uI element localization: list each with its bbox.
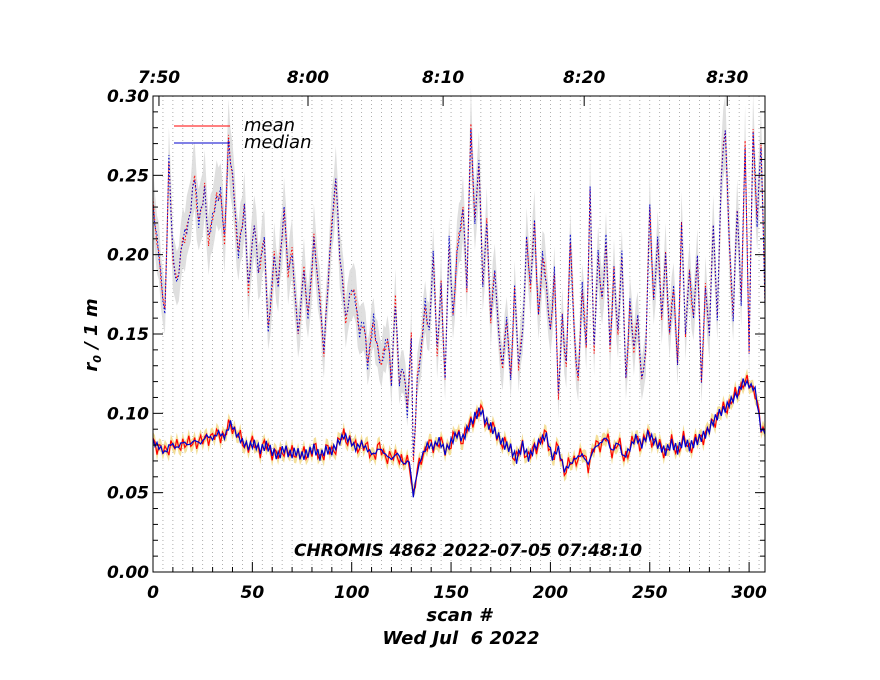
top-time-label: 7:50: [138, 68, 180, 88]
upper-mean-line: [152, 123, 766, 463]
legend-median-label: median: [244, 132, 311, 153]
y-tick-label: 0.20: [107, 246, 149, 266]
lower-mean-line: [152, 374, 766, 493]
y-axis-title-main: r: [81, 362, 102, 372]
y-tick-label: 0.15: [107, 325, 149, 345]
top-time-label: 8:10: [422, 68, 464, 88]
y-axis-title-unit: / 1 m: [81, 298, 102, 355]
y-tick-label: 0.00: [107, 563, 149, 583]
x-tick-label: 200: [533, 583, 569, 603]
upper-median-line: [152, 129, 766, 457]
y-axis-title-subscript: 0: [91, 355, 104, 363]
lower-median-line: [152, 378, 766, 498]
grid-lines: [152, 96, 760, 572]
x-tick-label: 50: [241, 583, 265, 603]
y-tick-label: 0.05: [107, 484, 149, 504]
y-tick-label: 0.25: [107, 166, 149, 186]
date-label: Wed Jul 6 2022: [382, 628, 539, 649]
x-axis-title: scan #: [426, 605, 494, 626]
upper-uncertainty-band: [153, 87, 765, 479]
y-axis-title: r0 / 1 m: [81, 298, 104, 371]
top-time-label: 8:30: [706, 68, 748, 88]
x-tick-label: 300: [731, 583, 767, 603]
plot-frame: [152, 95, 766, 573]
y-tick-label: 0.30: [107, 87, 149, 107]
legend-mean-label: mean: [244, 115, 295, 136]
top-time-label: 8:20: [563, 68, 605, 88]
x-tick-label: 100: [334, 583, 370, 603]
x-tick-label: 0: [147, 583, 159, 603]
x-tick-label: 250: [632, 583, 668, 603]
chart-annotation: CHROMIS 4862 2022-07-05 07:48:10: [294, 541, 642, 561]
series-lines: [152, 123, 766, 498]
top-time-label: 8:00: [287, 68, 329, 88]
axis-ticks: [152, 95, 765, 573]
tick-labels: 0 50 100 150 200 250 300 0.00 0.05 0.10 0.15 0.20 0.…: [107, 68, 767, 603]
x-tick-label: 150: [433, 583, 469, 603]
legend: mean median: [174, 115, 311, 153]
y-tick-label: 0.10: [107, 404, 149, 424]
